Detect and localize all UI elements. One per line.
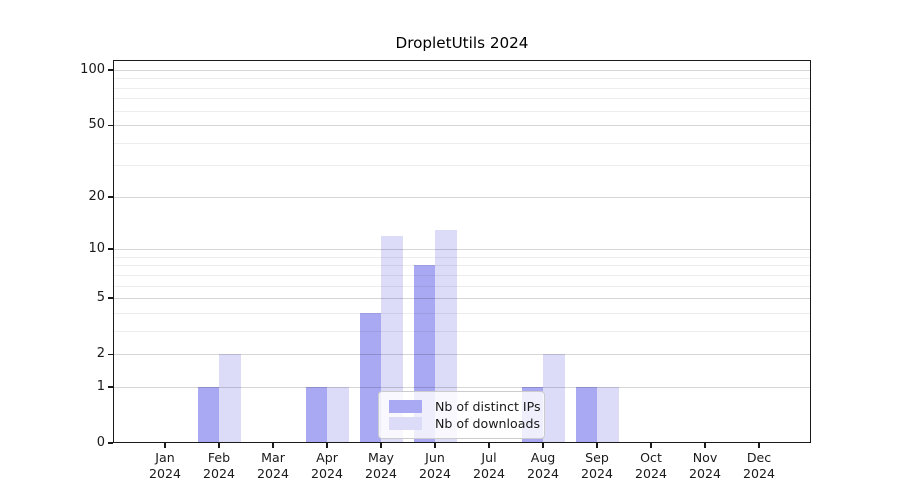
minor-gridline xyxy=(113,330,811,332)
x-tick xyxy=(272,443,274,448)
major-gridline xyxy=(113,249,811,251)
major-gridline xyxy=(113,354,811,356)
x-tick xyxy=(650,443,652,448)
distinct-ips-swatch xyxy=(389,400,422,413)
x-tick xyxy=(488,443,490,448)
minor-gridline xyxy=(113,285,811,287)
legend-label: Nb of distinct IPs xyxy=(435,399,541,414)
y-tick-label: 100 xyxy=(80,61,105,77)
x-tick xyxy=(434,443,436,448)
x-tick-label-jun: Jun 2024 xyxy=(418,450,452,481)
y-tick xyxy=(108,442,113,444)
minor-gridline xyxy=(113,256,811,258)
major-gridline xyxy=(113,125,811,127)
x-tick xyxy=(542,443,544,448)
x-tick-label-jul: Jul 2024 xyxy=(472,450,506,481)
legend-item-distinct-ips: Nb of distinct IPs xyxy=(389,398,541,415)
y-tick-label: 50 xyxy=(88,117,105,133)
x-tick xyxy=(380,443,382,448)
x-tick-label-nov: Nov 2024 xyxy=(688,450,722,481)
chart-title: DropletUtils 2024 xyxy=(395,34,529,52)
x-tick-label-oct: Oct 2024 xyxy=(634,450,668,481)
major-gridline xyxy=(113,69,811,71)
x-tick-label-apr: Apr 2024 xyxy=(310,450,344,481)
bar-distinct-ips-sep xyxy=(575,386,597,443)
minor-gridline xyxy=(113,78,811,80)
y-tick xyxy=(108,386,113,388)
y-tick-label: 0 xyxy=(96,435,105,450)
legend-item-downloads: Nb of downloads xyxy=(389,415,540,432)
x-tick-label-aug: Aug 2024 xyxy=(526,450,560,481)
y-tick xyxy=(108,297,113,299)
minor-gridline xyxy=(113,142,811,144)
x-tick-label-mar: Mar 2024 xyxy=(256,450,290,481)
legend: Nb of distinct IPs Nb of downloads xyxy=(378,391,545,439)
major-gridline xyxy=(113,298,811,300)
x-tick xyxy=(164,443,166,448)
minor-gridline xyxy=(113,110,811,112)
bar-downloads-jun xyxy=(435,229,457,443)
x-tick-label-dec: Dec 2024 xyxy=(742,450,776,481)
bar-distinct-ips-feb xyxy=(197,386,219,443)
legend-label: Nb of downloads xyxy=(435,416,541,431)
minor-gridline xyxy=(113,274,811,276)
bar-downloads-feb xyxy=(219,354,241,443)
y-tick-label: 20 xyxy=(88,188,105,204)
y-tick xyxy=(108,69,113,71)
y-tick-label: 10 xyxy=(88,241,105,257)
y-tick-label: 5 xyxy=(96,290,105,306)
minor-gridline xyxy=(113,265,811,267)
y-tick xyxy=(108,196,113,198)
major-gridline xyxy=(113,386,811,388)
minor-gridline xyxy=(113,165,811,167)
x-tick-label-jan: Jan 2024 xyxy=(148,450,182,481)
y-tick xyxy=(108,124,113,126)
bar-downloads-sep xyxy=(597,386,619,443)
bar-distinct-ips-apr xyxy=(305,386,327,443)
x-tick-label-may: May 2024 xyxy=(364,450,398,481)
y-tick-label: 2 xyxy=(96,346,105,362)
x-tick xyxy=(326,443,328,448)
x-tick-label-feb: Feb 2024 xyxy=(202,450,236,481)
plot-area: Nb of distinct IPs Nb of downloads xyxy=(113,60,811,443)
x-tick xyxy=(218,443,220,448)
plot-border xyxy=(113,60,811,443)
bar-distinct-ips-may xyxy=(359,312,381,443)
downloads-swatch xyxy=(389,417,422,430)
bar-downloads-aug xyxy=(543,354,565,443)
major-gridline xyxy=(113,196,811,198)
bar-downloads-apr xyxy=(327,386,349,443)
minor-gridline xyxy=(113,312,811,314)
x-tick xyxy=(704,443,706,448)
y-tick-label: 1 xyxy=(96,378,105,394)
x-tick xyxy=(758,443,760,448)
x-tick-label-sep: Sep 2024 xyxy=(580,450,614,481)
minor-gridline xyxy=(113,87,811,89)
y-tick xyxy=(108,248,113,250)
minor-gridline xyxy=(113,98,811,100)
x-tick xyxy=(596,443,598,448)
y-tick xyxy=(108,353,113,355)
